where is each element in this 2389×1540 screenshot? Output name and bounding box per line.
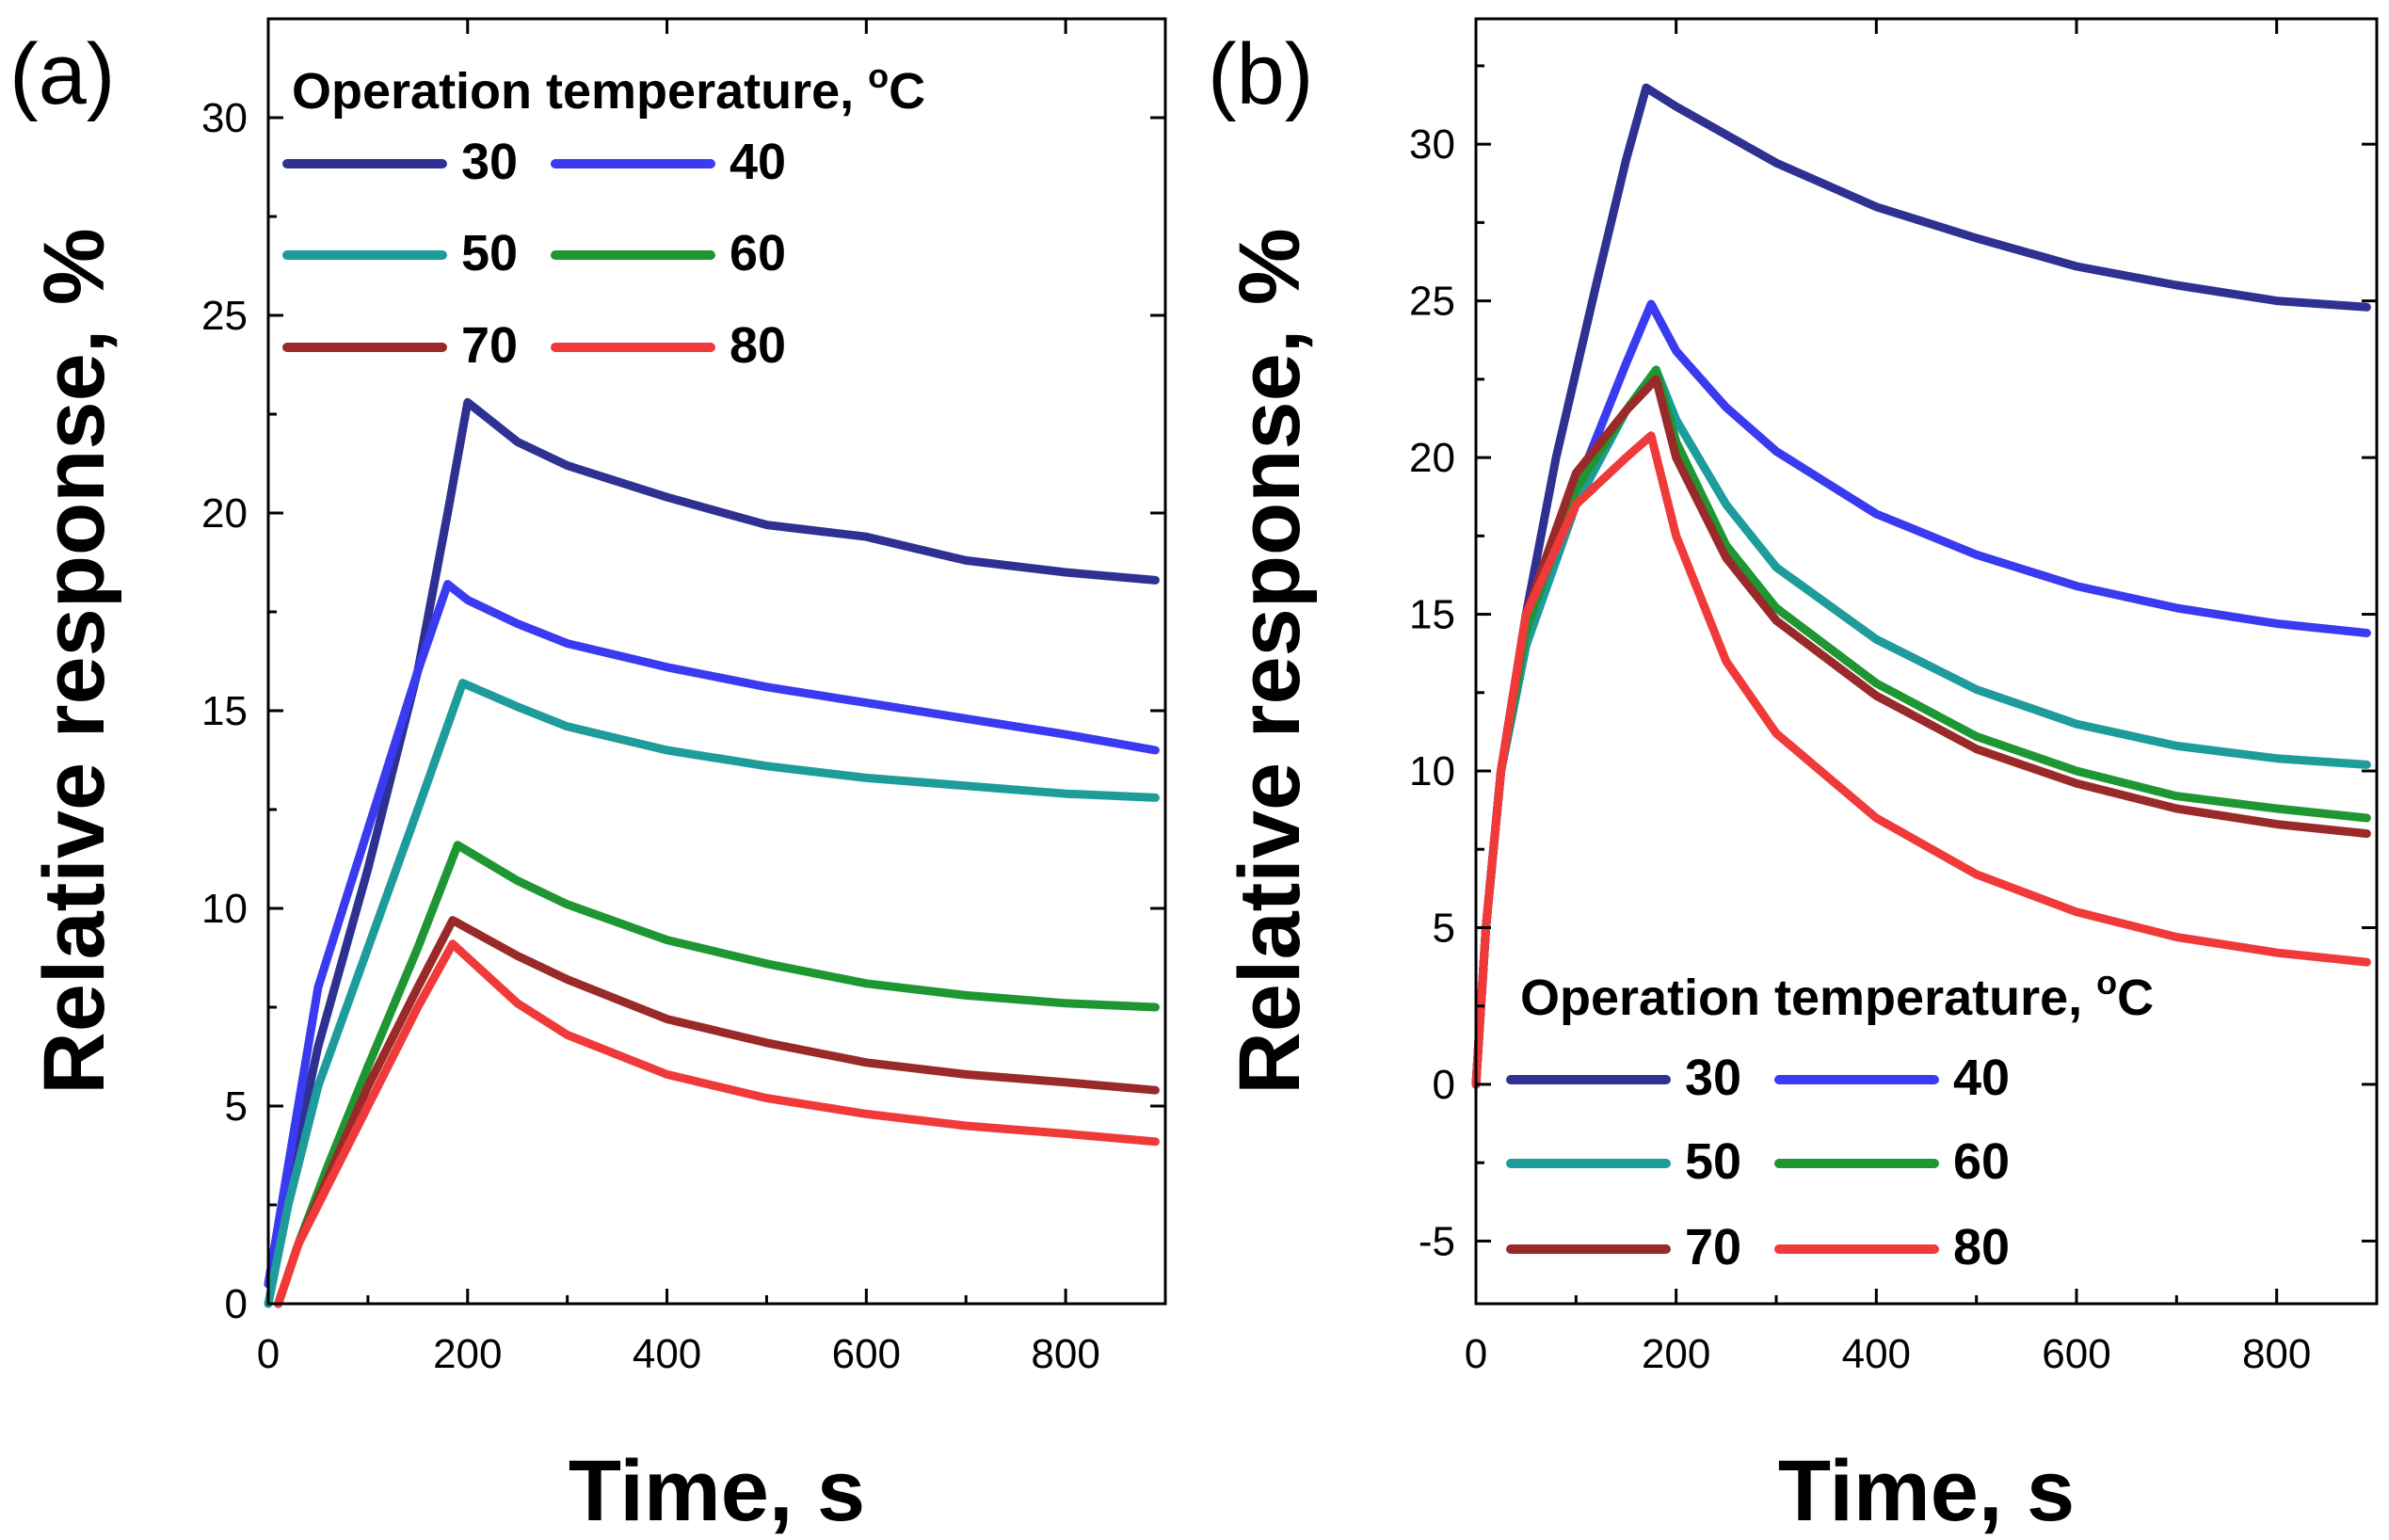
legend-label-50: 50	[461, 225, 518, 281]
y-tick-label: 5	[1433, 905, 1455, 951]
series-line-30	[264, 397, 1160, 1289]
y-axis-title: Relative response, %	[26, 228, 122, 1094]
y-tick-label: 20	[201, 490, 248, 537]
y-tick-label: 30	[1409, 121, 1455, 168]
series-line-80	[1471, 431, 2371, 1089]
x-tick-label: 200	[433, 1331, 502, 1377]
x-tick-label: 600	[832, 1331, 901, 1377]
y-tick-label: 10	[201, 886, 248, 932]
legend-label-70: 70	[1685, 1219, 1741, 1275]
x-tick-label: 0	[257, 1331, 280, 1377]
x-axis-title: Time, s	[569, 1443, 865, 1539]
y-tick-label: 15	[201, 688, 248, 734]
series-line-40	[1471, 299, 2371, 1089]
legend-label-80: 80	[730, 317, 786, 374]
series-line-50	[264, 679, 1160, 1308]
legend-title-unit: C	[2117, 970, 2154, 1026]
x-tick-label: 0	[1465, 1331, 1487, 1377]
legend-title-unit: C	[889, 63, 925, 120]
plot-frame	[266, 17, 1167, 1306]
legend-label-80: 80	[1953, 1219, 2010, 1275]
panel-label: (a)	[9, 26, 115, 122]
y-tick-label: 0	[1433, 1062, 1455, 1108]
chart-panel-a: 0 200 400 600 800 0 5 10 15 20 25 30 Time, s Relative…	[9, 17, 1167, 1539]
legend-degree-super: o	[2096, 963, 2117, 1002]
y-tick-label: 25	[201, 293, 248, 339]
x-tick-label: 800	[2242, 1331, 2311, 1377]
chart-panel-b: 0 200 400 600 800 -5 0 5 10 15 20 25 30 Time, s Relati…	[1208, 17, 2379, 1539]
x-tick-label: 400	[1842, 1331, 1911, 1377]
legend-label-70: 70	[461, 317, 518, 374]
series-line-70	[274, 916, 1160, 1308]
panel-label: (b)	[1208, 26, 1313, 122]
series-line-60	[274, 841, 1160, 1308]
legend-label-30: 30	[1685, 1050, 1741, 1106]
x-tick-label: 200	[1642, 1331, 1710, 1377]
legend: Operation temperature, oC 30 40 50 60 70 80	[282, 56, 925, 374]
legend-title: Operation temperature, oC	[1520, 963, 2154, 1026]
y-tick-label: 15	[1409, 592, 1455, 638]
legend-label-30: 30	[461, 134, 518, 190]
legend-title-text: Operation temperature,	[292, 63, 868, 120]
legend-label-40: 40	[730, 134, 786, 190]
legend-title-text: Operation temperature,	[1520, 970, 2096, 1026]
legend-title: Operation temperature, oC	[292, 56, 925, 120]
plot-frame	[1474, 17, 2379, 1306]
y-tick-label: 0	[225, 1281, 248, 1327]
legend-label-50: 50	[1685, 1133, 1741, 1190]
x-axis-title: Time, s	[1778, 1443, 2075, 1539]
legend-label-60: 60	[1953, 1133, 2010, 1190]
y-tick-label: 25	[1409, 279, 1455, 325]
legend: Operation temperature, oC 30 40 50 60 70 80	[1506, 963, 2154, 1275]
y-tick-label: 30	[201, 95, 248, 141]
x-tick-label: 600	[2042, 1331, 2110, 1377]
y-tick-label: 10	[1409, 748, 1455, 794]
legend-label-60: 60	[730, 225, 786, 281]
y-tick-label: -5	[1419, 1218, 1455, 1264]
series-line-30	[1471, 83, 2371, 1089]
y-tick-label: 20	[1409, 435, 1455, 481]
x-tick-label: 800	[1031, 1331, 1099, 1377]
series-line-80	[274, 939, 1160, 1308]
x-tick-label: 400	[633, 1331, 701, 1377]
legend-degree-super: o	[868, 56, 889, 95]
y-tick-label: 5	[225, 1083, 248, 1130]
legend-label-40: 40	[1953, 1050, 2010, 1106]
series-line-40	[264, 580, 1160, 1289]
y-axis-title: Relative response, %	[1222, 228, 1318, 1094]
